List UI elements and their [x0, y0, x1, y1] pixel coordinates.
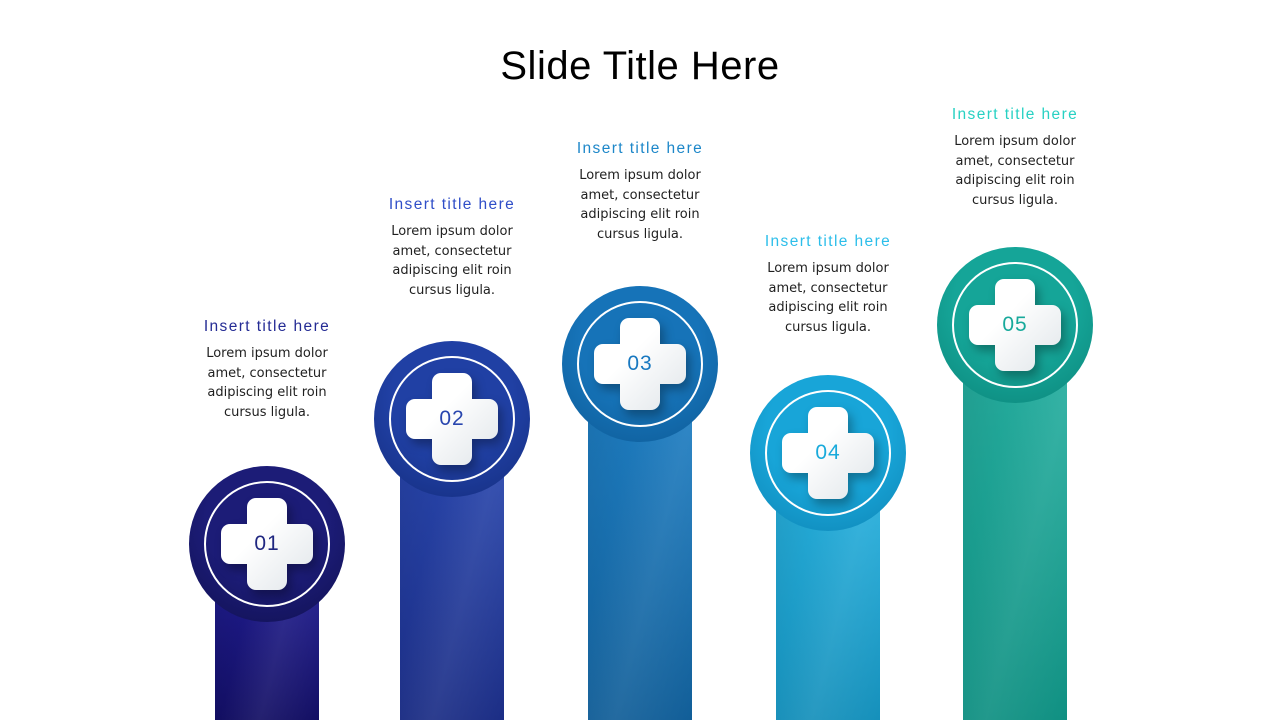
cross-horizontal-bar [782, 433, 874, 473]
circle-ring [765, 390, 891, 516]
step-number: 05 [1002, 313, 1028, 336]
item-title: Insert title here [576, 140, 704, 157]
circle-badge: 05 [937, 247, 1093, 403]
item-body: Lorem ipsum dolor amet, consectetur adip… [206, 346, 328, 420]
infographic-item-05: Insert title here Lorem ipsum dolor amet… [930, 0, 1100, 720]
infographic-item-02: Insert title here Lorem ipsum dolor amet… [367, 0, 537, 720]
circle-badge: 03 [562, 286, 718, 442]
step-number: 02 [439, 407, 465, 430]
cross-horizontal-bar [594, 344, 686, 384]
item-body: Lorem ipsum dolor amet, consectetur adip… [391, 224, 513, 298]
circle-ring [389, 356, 515, 482]
cross-horizontal-bar [406, 399, 498, 439]
infographic-item-04: Insert title here Lorem ipsum dolor amet… [743, 0, 913, 720]
circle-badge: 01 [189, 466, 345, 622]
item-title: Insert title here [951, 106, 1079, 123]
slide-title: Slide Title Here [500, 44, 780, 88]
item-body: Lorem ipsum dolor amet, consectetur adip… [579, 168, 701, 242]
medical-cross-icon: 02 [406, 373, 498, 465]
infographic-item-01: Insert title here Lorem ipsum dolor amet… [182, 0, 352, 720]
item-body: Lorem ipsum dolor amet, consectetur adip… [954, 134, 1076, 208]
cross-horizontal-bar [969, 305, 1061, 345]
item-text-block: Insert title here Lorem ipsum dolor amet… [930, 102, 1100, 210]
item-text-block: Insert title here Lorem ipsum dolor amet… [555, 136, 725, 244]
step-number: 01 [254, 532, 280, 555]
infographic-item-03: Insert title here Lorem ipsum dolor amet… [555, 0, 725, 720]
circle-ring [952, 262, 1078, 388]
cross-horizontal-bar [221, 524, 313, 564]
item-text-block: Insert title here Lorem ipsum dolor amet… [743, 229, 913, 337]
step-number: 03 [627, 352, 653, 375]
item-body: Lorem ipsum dolor amet, consectetur adip… [767, 261, 889, 335]
circle-badge: 02 [374, 341, 530, 497]
item-title: Insert title here [388, 196, 516, 213]
medical-cross-icon: 04 [782, 407, 874, 499]
step-number: 04 [815, 441, 841, 464]
item-title: Insert title here [203, 318, 331, 335]
item-text-block: Insert title here Lorem ipsum dolor amet… [367, 192, 537, 300]
medical-cross-icon: 03 [594, 318, 686, 410]
item-text-block: Insert title here Lorem ipsum dolor amet… [182, 314, 352, 422]
circle-badge: 04 [750, 375, 906, 531]
medical-cross-icon: 01 [221, 498, 313, 590]
item-title: Insert title here [764, 233, 892, 250]
circle-ring [577, 301, 703, 427]
circle-ring [204, 481, 330, 607]
medical-cross-icon: 05 [969, 279, 1061, 371]
